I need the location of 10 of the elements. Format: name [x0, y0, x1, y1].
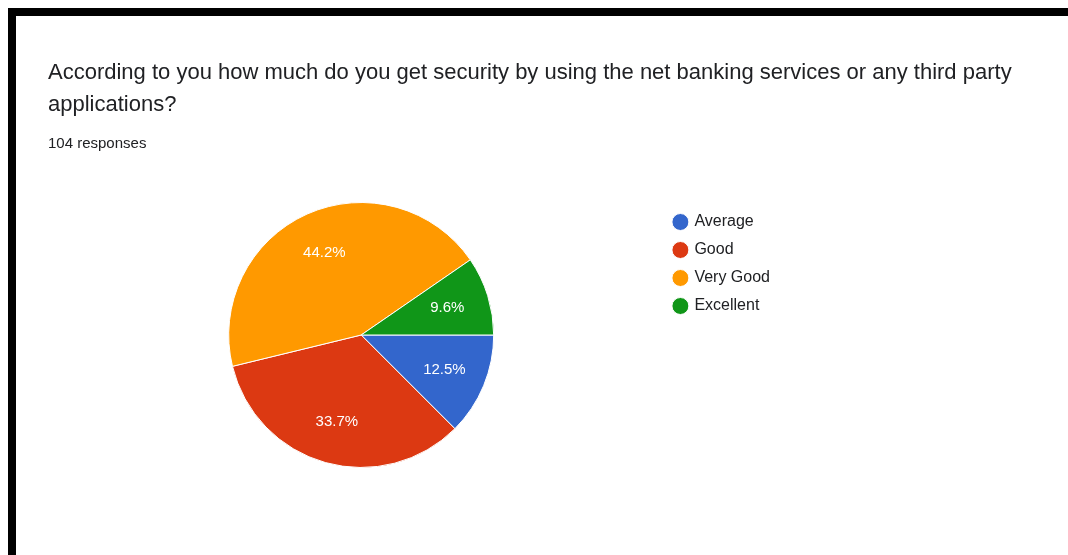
data-label: 44.2% — [303, 242, 346, 260]
legend-label: Excellent — [694, 296, 760, 314]
data-label: 12.5% — [423, 359, 466, 377]
legend-label: Very Good — [694, 268, 771, 286]
data-label: 33.7% — [315, 411, 359, 429]
data-label: 9.6% — [430, 298, 465, 316]
legend-label: Good — [694, 240, 734, 258]
chart-title: According to you how much do you get security by using the net banking services or any third party applications? — [48, 58, 1013, 118]
legend-label: Average — [694, 212, 754, 230]
text: 104 responses — [48, 134, 147, 151]
